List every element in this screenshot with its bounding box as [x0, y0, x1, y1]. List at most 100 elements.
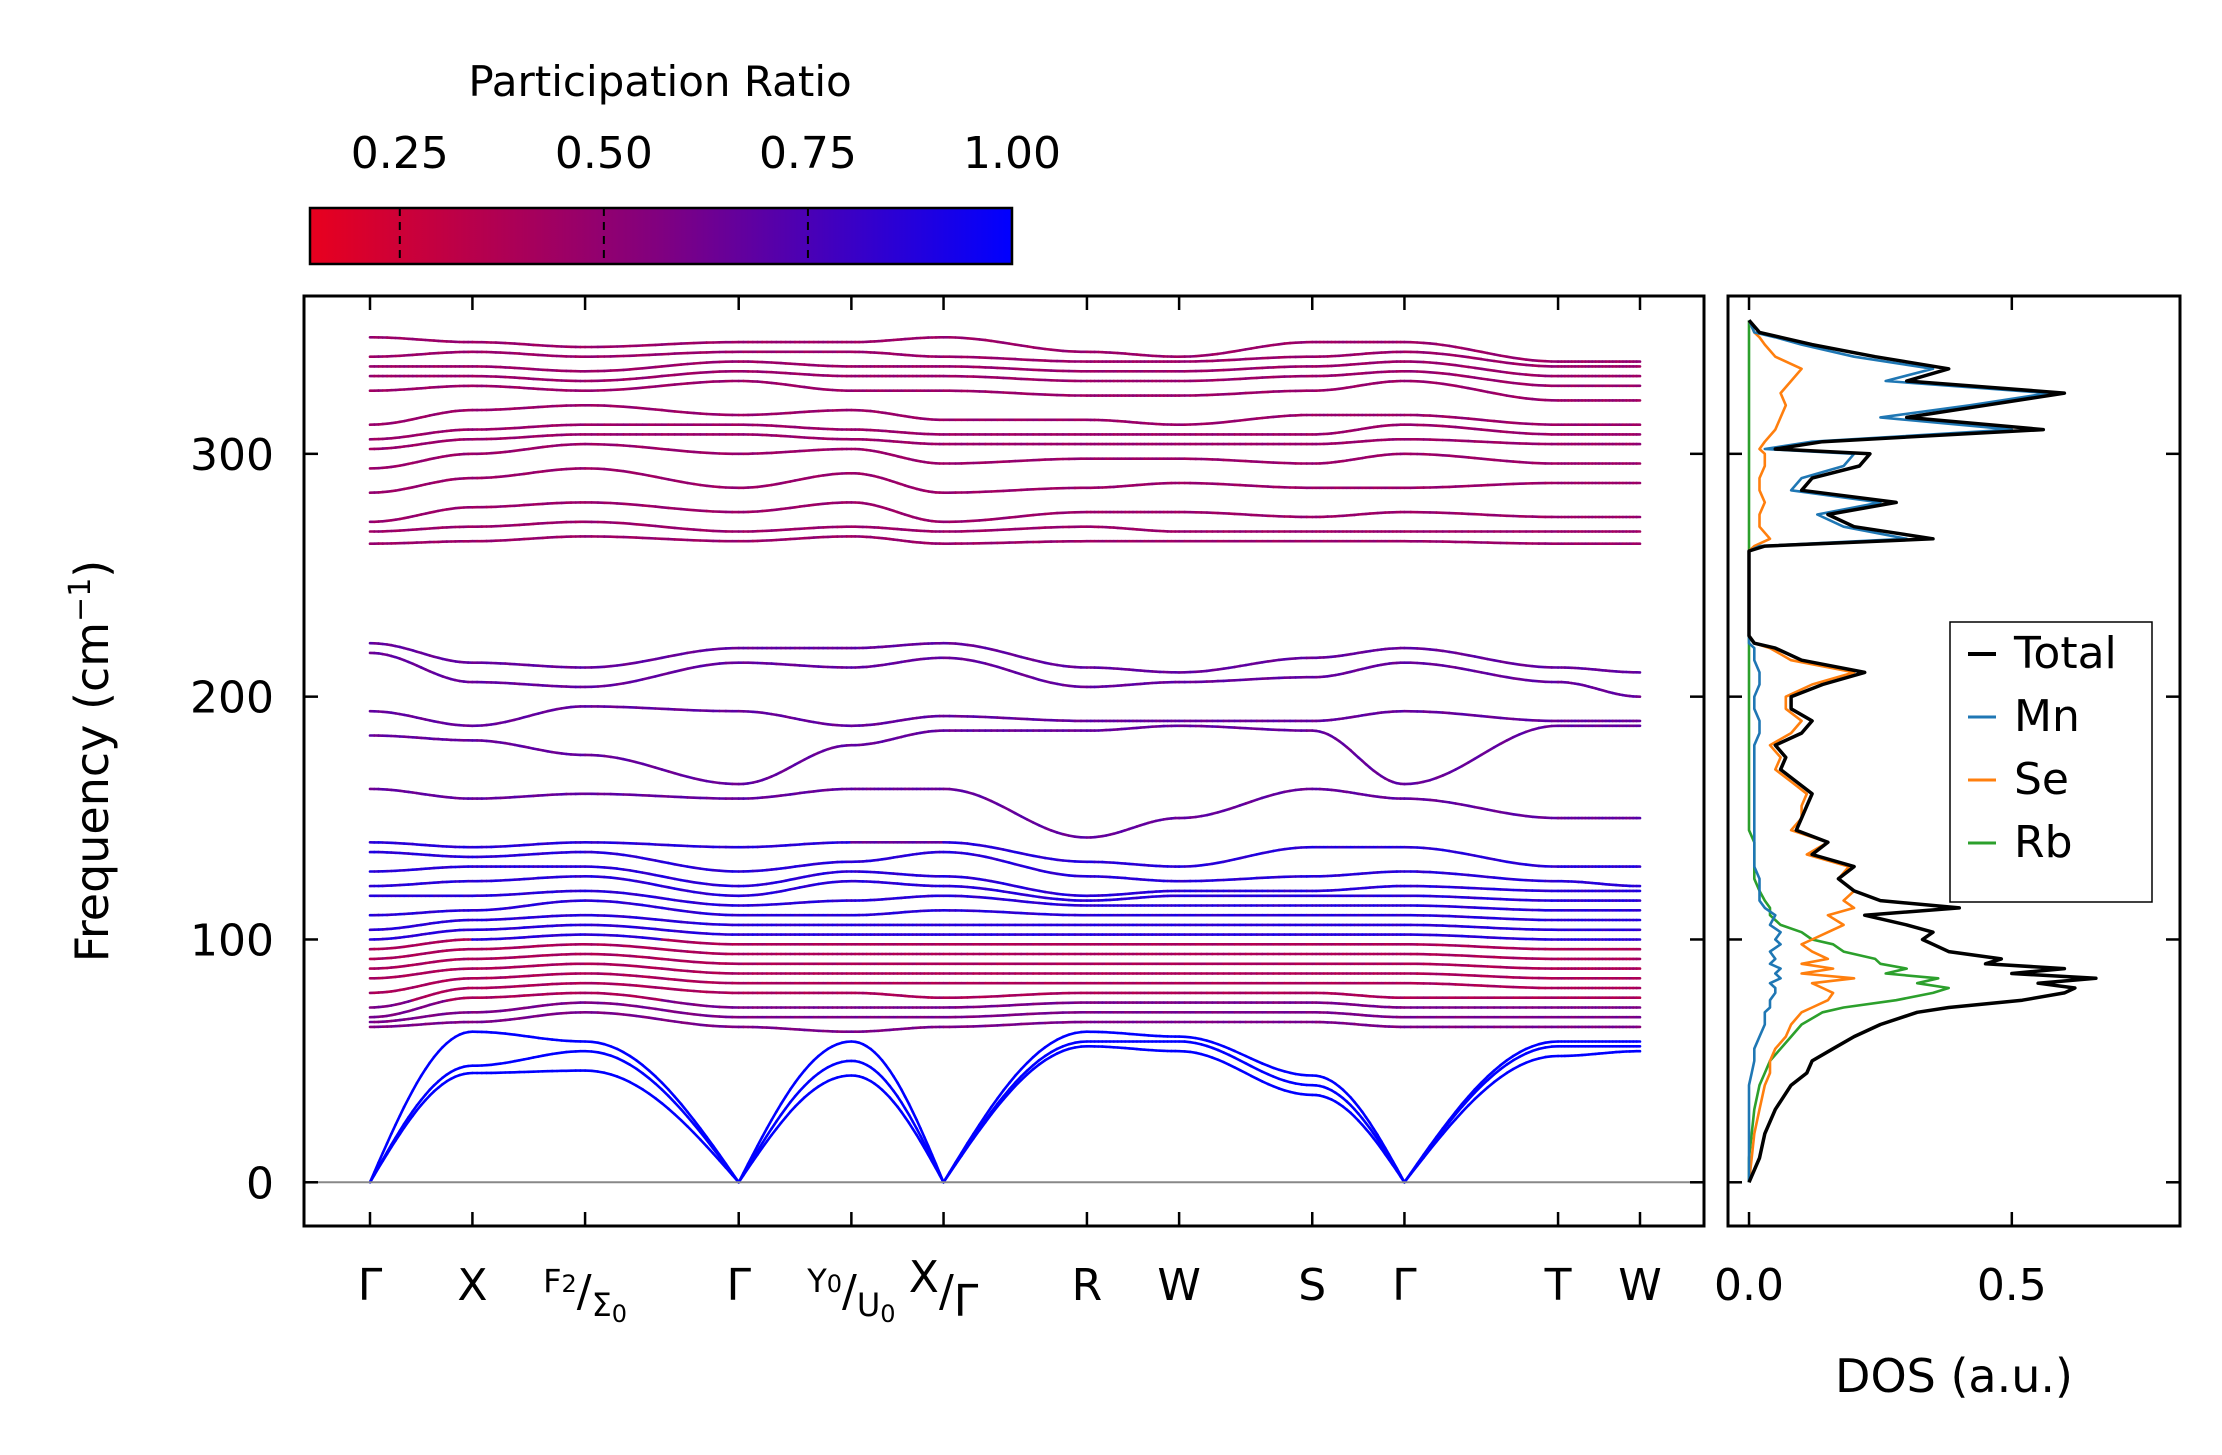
- band-segment: [1441, 1125, 1451, 1136]
- band-segment: [692, 1118, 702, 1130]
- band-segment: [1480, 1075, 1489, 1084]
- band-segment: [1473, 1084, 1483, 1094]
- band-segment: [407, 1089, 415, 1100]
- band-segment: [686, 1110, 696, 1122]
- band-segment: [1454, 1102, 1464, 1114]
- band-segment: [705, 1145, 715, 1155]
- band-segment: [911, 1110, 919, 1122]
- band-segment: [679, 1118, 689, 1128]
- band-segment: [666, 1107, 677, 1116]
- phonon-bands: [368, 335, 1642, 1184]
- band-segment: [751, 1153, 759, 1163]
- band-segment: [705, 1135, 715, 1148]
- band-segment: [934, 1162, 942, 1175]
- band-segment: [419, 1067, 427, 1078]
- band-segment: [1001, 1088, 1011, 1098]
- band-segment: [1480, 1078, 1489, 1088]
- band-segment: [1422, 1144, 1432, 1157]
- band-segment: [381, 1142, 389, 1155]
- band-segment: [995, 1089, 1005, 1100]
- band-segment: [972, 1127, 981, 1139]
- band-segment: [654, 1075, 664, 1084]
- band-segment: [899, 1088, 907, 1098]
- band-segment: [1492, 1063, 1502, 1072]
- band-segment: [948, 1161, 957, 1174]
- band-segment: [1007, 1081, 1017, 1091]
- band-segment: [770, 1120, 778, 1130]
- band-segment: [402, 1097, 410, 1109]
- band-segment: [903, 1095, 911, 1106]
- band-segment: [1007, 1084, 1017, 1094]
- band-segment: [922, 1135, 930, 1148]
- band-segment: [692, 1131, 702, 1141]
- band-segment: [389, 1123, 397, 1136]
- band-segment: [1415, 1153, 1425, 1166]
- band-segment: [788, 1081, 797, 1091]
- band-segment: [647, 1069, 657, 1078]
- band-segment: [1447, 1117, 1457, 1128]
- band-segment: [989, 1105, 999, 1116]
- band-segment: [1473, 1091, 1483, 1101]
- band-segment: [654, 1082, 664, 1091]
- band-segment: [654, 1097, 664, 1105]
- band-segment: [922, 1142, 930, 1153]
- band-segment: [966, 1132, 975, 1145]
- band-segment: [398, 1105, 406, 1117]
- band-segment: [381, 1150, 389, 1161]
- band-segment: [989, 1097, 999, 1109]
- band-segment: [1460, 1098, 1470, 1108]
- band-segment: [660, 1102, 670, 1110]
- band-segment: [705, 1138, 715, 1150]
- band-segment: [1467, 1088, 1477, 1098]
- band-segment: [692, 1123, 702, 1134]
- band-segment: [666, 1094, 677, 1104]
- band-segment: [398, 1122, 406, 1132]
- band-segment: [926, 1144, 934, 1157]
- band-segment: [679, 1108, 689, 1118]
- band-segment: [718, 1153, 728, 1166]
- band-segment: [737, 1171, 745, 1184]
- band-segment: [1473, 1081, 1483, 1091]
- band-segment: [730, 1171, 741, 1184]
- band-segment: [1447, 1110, 1457, 1122]
- band-segment: [641, 1072, 651, 1080]
- band-segment: [911, 1120, 919, 1130]
- band-segment: [765, 1118, 773, 1130]
- band-segment: [751, 1144, 759, 1157]
- band-segment: [1460, 1104, 1470, 1114]
- band-segment: [960, 1142, 969, 1155]
- band-segment: [1447, 1113, 1457, 1124]
- band-segment: [907, 1102, 915, 1114]
- band-segment: [954, 1151, 963, 1164]
- band-segment: [984, 1105, 993, 1117]
- band-segment: [673, 1095, 683, 1106]
- band-segment: [915, 1118, 922, 1130]
- band-segment: [779, 1095, 788, 1106]
- band-segment: [984, 1113, 993, 1124]
- band-segment: [770, 1110, 778, 1122]
- band-segment: [1409, 1162, 1419, 1175]
- band-segment: [660, 1088, 670, 1098]
- band-segment: [1007, 1074, 1017, 1085]
- band-segment: [673, 1101, 683, 1111]
- band-segment: [756, 1142, 764, 1153]
- band-segment: [1025, 1063, 1035, 1072]
- band-segment: [385, 1143, 393, 1154]
- band-segment: [711, 1152, 721, 1162]
- band-segment: [774, 1102, 783, 1114]
- band-segment: [385, 1132, 393, 1145]
- band-segment: [666, 1088, 677, 1098]
- band-segment: [1435, 1132, 1445, 1143]
- band-segment: [698, 1130, 709, 1142]
- band-segment: [698, 1127, 709, 1139]
- colorbar: Participation Ratio 0.25 0.50 0.75 1.00: [308, 57, 1061, 266]
- band-segment: [394, 1129, 402, 1139]
- colorbar-tick-label: 0.25: [351, 128, 449, 179]
- band-segment: [784, 1088, 792, 1098]
- band-segment: [966, 1135, 975, 1148]
- band-segment: [760, 1127, 769, 1139]
- band-segment: [756, 1135, 764, 1148]
- band-segment: [718, 1159, 728, 1169]
- band-segment: [377, 1151, 385, 1164]
- band-segment: [1025, 1055, 1035, 1065]
